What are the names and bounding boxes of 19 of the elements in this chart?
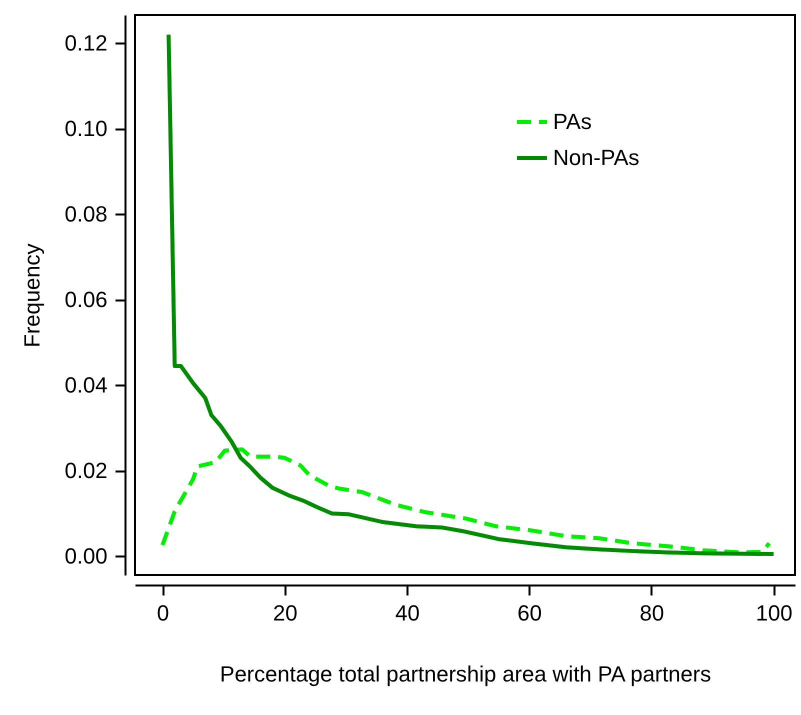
x-tick-label: 0 bbox=[156, 600, 170, 626]
y-tick-label: 0.12 bbox=[64, 30, 108, 56]
y-tick-label: 0.06 bbox=[64, 287, 108, 312]
x-tick-label: 60 bbox=[517, 600, 542, 626]
x-tick-label: 100 bbox=[756, 600, 792, 626]
x-tick-label: 80 bbox=[640, 600, 664, 626]
legend-label: PAs bbox=[553, 109, 592, 134]
y-axis-title: Frequency bbox=[20, 244, 45, 348]
line-series bbox=[160, 447, 772, 554]
y-tick-label: 0.04 bbox=[64, 372, 108, 398]
y-tick-label: 0.10 bbox=[64, 116, 108, 142]
legend-label: Non-PAs bbox=[553, 145, 640, 170]
x-tick-label: 20 bbox=[272, 600, 298, 626]
line-series bbox=[166, 32, 776, 556]
x-tick-label: 40 bbox=[395, 600, 420, 626]
y-tick-label: 0.08 bbox=[64, 202, 108, 227]
y-tick-label: 0.02 bbox=[64, 458, 108, 484]
x-axis-title: Percentage total partnership area with PA partners bbox=[220, 662, 712, 686]
y-tick-label: 0.00 bbox=[64, 544, 108, 569]
